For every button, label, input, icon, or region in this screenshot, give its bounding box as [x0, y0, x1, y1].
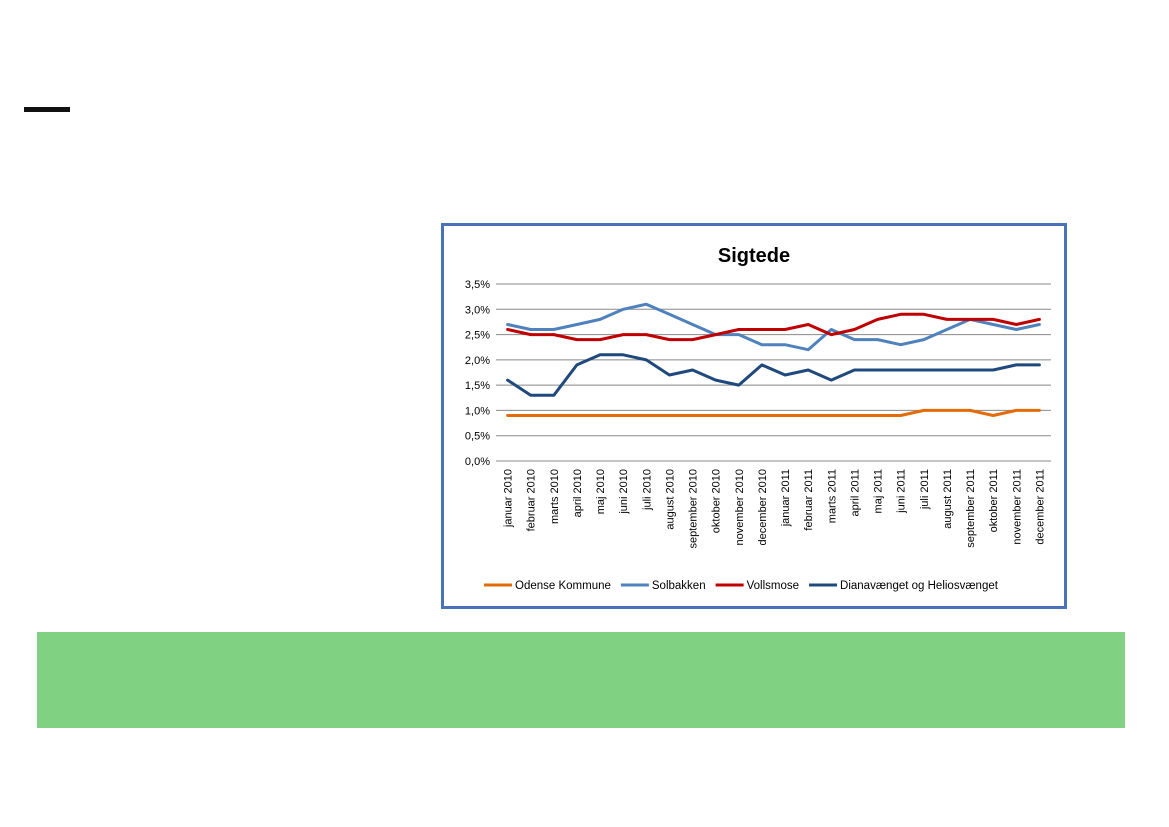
- x-tick-label: september 2010: [688, 469, 700, 549]
- x-tick-label: april 2011: [849, 469, 861, 517]
- y-tick-label: 1,0%: [465, 405, 490, 417]
- legend-label: Odense Kommune: [515, 580, 611, 592]
- x-tick-label: september 2011: [965, 469, 977, 548]
- x-tick-label: juni 2010: [618, 469, 630, 515]
- x-tick-label: maj 2010: [595, 469, 607, 514]
- y-tick-label: 3,0%: [465, 304, 490, 316]
- series-line-2: [506, 312, 1041, 342]
- y-tick-label: 1,5%: [465, 380, 490, 392]
- x-tick-label: december 2011: [1034, 469, 1046, 545]
- x-tick-label: april 2010: [572, 469, 584, 517]
- line-chart: Sigtede 0,0% 0,5% 1,0% 1,5% 2,0% 2,5% 3,0% 3,5%…: [465, 245, 1051, 592]
- legend-label: Dianavænget og Heliosvænget: [840, 580, 999, 592]
- y-axis-ticks: 0,0% 0,5% 1,0% 1,5% 2,0% 2,5% 3,0% 3,5%: [465, 279, 490, 468]
- green-banner: [37, 632, 1125, 728]
- x-tick-label: oktober 2011: [988, 469, 1000, 532]
- x-tick-label: november 2010: [734, 469, 746, 545]
- series-line-0: [506, 408, 1041, 417]
- legend-item-1: Solbakken: [620, 580, 706, 592]
- x-tick-label: december 2010: [757, 469, 769, 545]
- legend: Odense Kommune Solbakken Vollsmose Dianavæn…: [484, 580, 999, 592]
- legend-label: Vollsmose: [747, 580, 799, 592]
- x-tick-label: januar 2011: [780, 469, 792, 527]
- chart-title: Sigtede: [718, 245, 790, 267]
- legend-item-2: Vollsmose: [715, 580, 799, 592]
- legend-item-3: Dianavænget og Heliosvænget: [809, 580, 999, 592]
- x-tick-label: juni 2011: [896, 469, 908, 514]
- x-tick-label: januar 2010: [503, 469, 515, 528]
- legend-item-0: Odense Kommune: [484, 580, 611, 592]
- y-tick-label: 3,5%: [465, 279, 490, 291]
- y-tick-label: 0,0%: [465, 456, 490, 468]
- x-tick-label: februar 2010: [526, 469, 538, 531]
- y-tick-label: 2,0%: [465, 355, 490, 367]
- x-axis-ticks: januar 2010 februar 2010 marts 2010 april 2…: [503, 469, 1047, 549]
- x-tick-label: august 2011: [942, 469, 954, 529]
- x-tick-label: juli 2011: [919, 469, 931, 510]
- series-line-3: [506, 353, 1041, 397]
- series-lines: [506, 302, 1041, 417]
- y-tick-label: 0,5%: [465, 431, 490, 443]
- series-line-1: [506, 302, 1041, 352]
- x-tick-label: november 2011: [1011, 469, 1023, 545]
- x-tick-label: maj 2011: [873, 469, 885, 513]
- grid-lines: [496, 283, 1051, 462]
- x-tick-label: august 2010: [664, 469, 676, 530]
- x-tick-label: marts 2010: [549, 469, 561, 524]
- x-tick-label: marts 2011: [826, 469, 838, 523]
- x-tick-label: juli 2010: [641, 469, 653, 511]
- y-tick-label: 2,5%: [465, 330, 490, 342]
- chart-container: Sigtede 0,0% 0,5% 1,0% 1,5% 2,0% 2,5% 3,0% 3,5%…: [441, 223, 1067, 609]
- x-tick-label: februar 2011: [803, 469, 815, 531]
- title-dash: [24, 107, 70, 112]
- legend-label: Solbakken: [652, 580, 706, 592]
- x-tick-label: oktober 2010: [711, 469, 723, 533]
